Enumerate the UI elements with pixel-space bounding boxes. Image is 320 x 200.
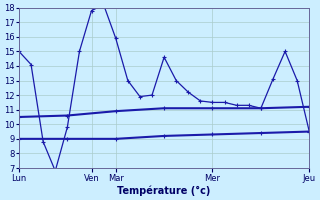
X-axis label: Température (°c): Température (°c) [117, 185, 211, 196]
